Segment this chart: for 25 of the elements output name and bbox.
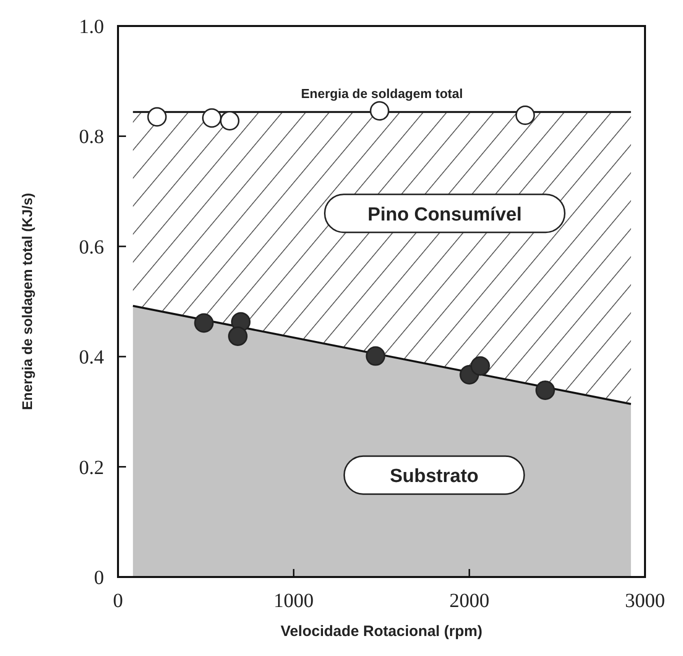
series-label: Energia de soldagem total	[301, 86, 463, 101]
point	[366, 346, 386, 366]
y-tick-label: 1.0	[79, 16, 104, 38]
y-tick-label: 0.2	[79, 456, 104, 479]
y-tick-label: 0.4	[79, 346, 104, 369]
y-tick-label: 0	[94, 567, 104, 589]
x-tick-label: 0	[113, 590, 123, 612]
y-tick-label: 0.6	[79, 236, 104, 258]
point	[228, 326, 248, 346]
point	[515, 106, 535, 126]
point	[370, 101, 390, 121]
y-tick-label: 0.8	[79, 126, 104, 148]
point	[202, 108, 222, 128]
point	[147, 107, 167, 127]
annotation: Pino Consumível	[368, 204, 522, 226]
point	[470, 356, 490, 376]
annotation: Substrato	[390, 466, 479, 488]
x-tick-label: 2000	[449, 590, 490, 612]
point	[220, 111, 240, 131]
y-axis-title: Energia de soldagem total (KJ/s)	[19, 192, 35, 410]
x-axis-title: Velocidade Rotacional (rpm)	[280, 623, 482, 640]
x-tick-label: 1000	[274, 590, 314, 612]
point	[535, 380, 555, 400]
x-tick-label: 3000	[625, 590, 665, 612]
point	[194, 313, 214, 333]
